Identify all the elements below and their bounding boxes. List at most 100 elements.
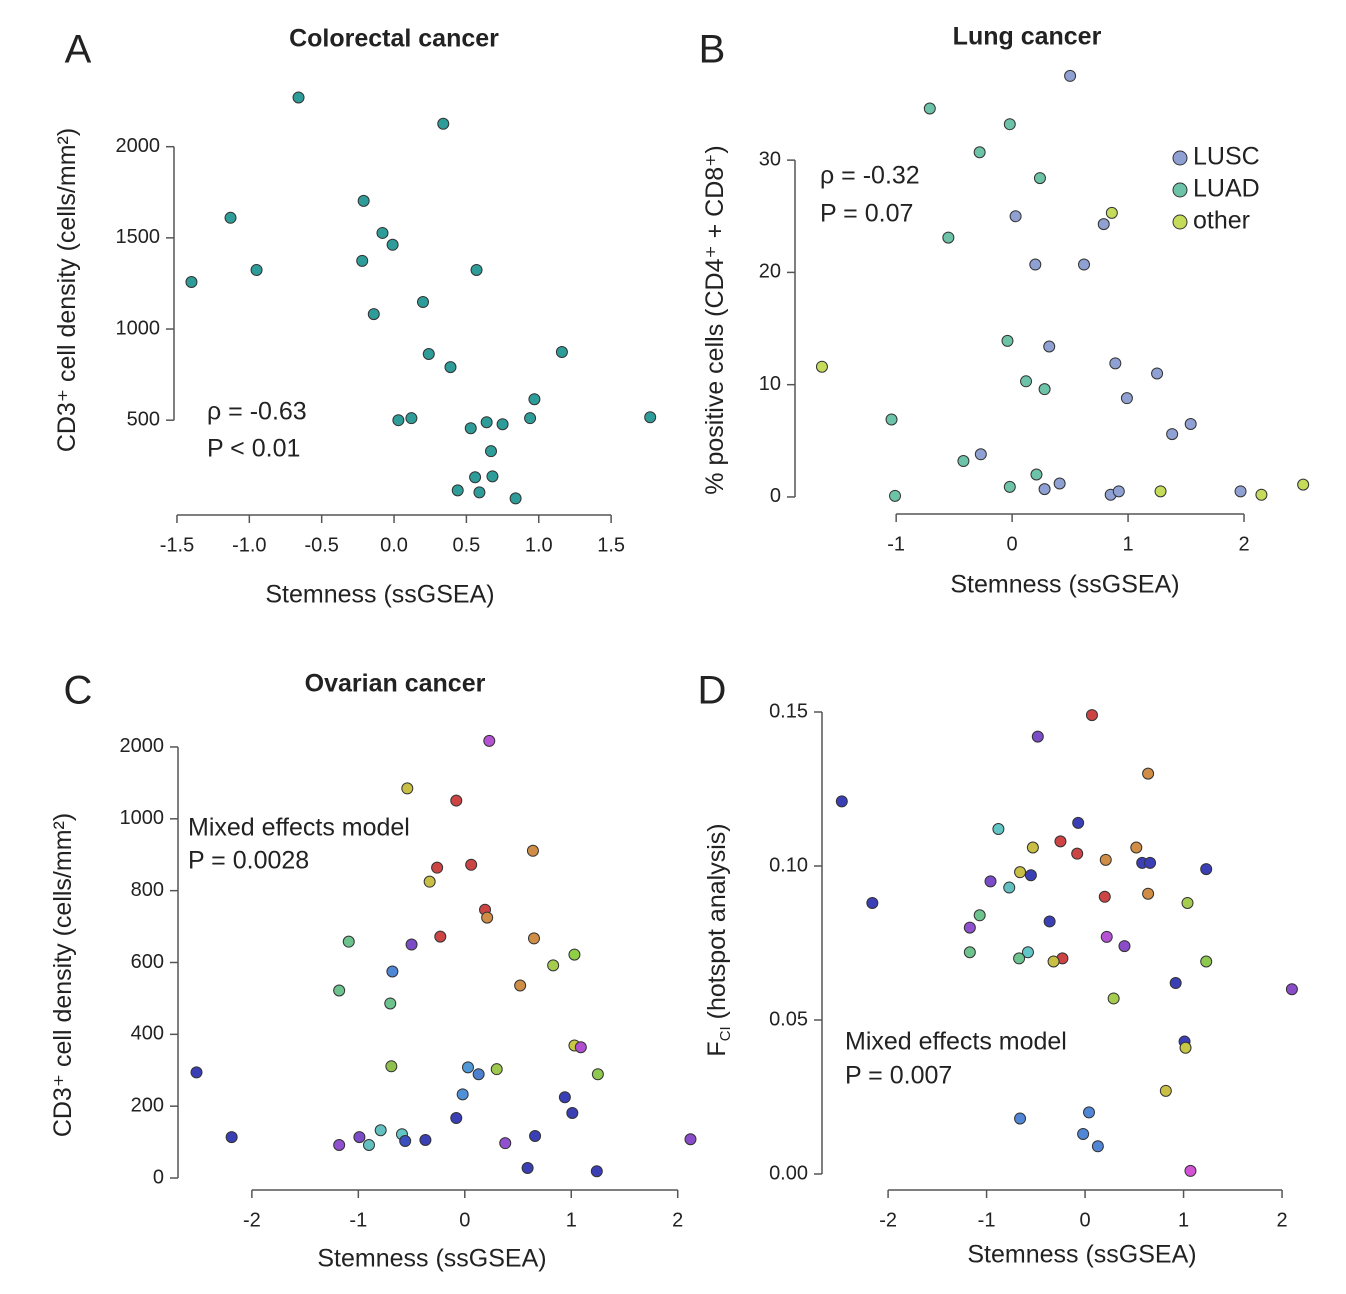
point — [333, 984, 346, 997]
point — [1118, 940, 1131, 953]
point — [963, 946, 976, 959]
point — [356, 254, 369, 267]
point — [437, 117, 450, 130]
point — [923, 102, 936, 115]
point — [464, 422, 477, 435]
point — [367, 308, 380, 321]
point — [521, 1161, 534, 1174]
annotation: Mixed effects model — [188, 814, 410, 842]
point — [963, 921, 976, 934]
y-tick-label: 30 — [759, 148, 781, 170]
point — [1038, 383, 1051, 396]
point — [885, 413, 898, 426]
point — [1100, 930, 1113, 943]
panel-letter: A — [65, 28, 92, 72]
point — [376, 226, 389, 239]
y-tick-label: 0.15 — [769, 700, 808, 722]
panel-letter: B — [699, 28, 726, 72]
y-tick-label: 20 — [759, 261, 781, 283]
point — [353, 1131, 366, 1144]
point — [450, 1112, 463, 1125]
point — [292, 91, 305, 104]
point — [1200, 955, 1213, 968]
point — [470, 263, 483, 276]
point — [1026, 841, 1039, 854]
x-tick-label: 2 — [1276, 1209, 1287, 1231]
point — [480, 416, 493, 429]
point — [1285, 983, 1298, 996]
y-axis-label-sub: CI — [717, 1026, 734, 1041]
point — [1029, 258, 1042, 271]
point — [974, 448, 987, 461]
point — [1097, 218, 1110, 231]
annotation: Mixed effects model — [845, 1028, 1067, 1056]
point — [1112, 485, 1125, 498]
annotation: P = 0.007 — [845, 1062, 952, 1090]
y-tick-label: 2000 — [120, 735, 165, 757]
point — [590, 1165, 603, 1178]
point — [1020, 375, 1033, 388]
x-tick-label: 0.5 — [452, 534, 480, 556]
point — [1130, 841, 1143, 854]
point — [558, 1091, 571, 1104]
point — [473, 486, 486, 499]
point — [386, 238, 399, 251]
y-tick-label: 0.05 — [769, 1008, 808, 1030]
point — [1031, 730, 1044, 743]
point — [496, 418, 509, 431]
annotation: P = 0.0028 — [188, 847, 309, 875]
point — [1003, 881, 1016, 894]
point — [472, 1068, 485, 1081]
point — [957, 455, 970, 468]
point — [973, 146, 986, 159]
point — [815, 360, 828, 373]
point — [469, 471, 482, 484]
legend-marker — [1172, 150, 1188, 166]
point — [591, 1068, 604, 1081]
y-tick-label: 2000 — [116, 135, 161, 157]
x-tick-label: -2 — [879, 1209, 897, 1231]
x-tick-label: 1.5 — [597, 534, 625, 556]
annotation: ρ = -0.63 — [207, 398, 307, 426]
point — [405, 938, 418, 951]
point — [1166, 428, 1179, 441]
point — [1091, 1140, 1104, 1153]
legend-label: LUAD — [1193, 175, 1260, 203]
point — [835, 795, 848, 808]
y-tick-label: 500 — [127, 408, 160, 430]
point — [362, 1138, 375, 1151]
point — [342, 935, 355, 948]
x-tick-label: 2 — [1238, 533, 1249, 555]
point — [1021, 946, 1034, 959]
point — [1072, 816, 1085, 829]
y-tick-label: 10 — [759, 373, 781, 395]
x-tick-label: 0 — [1007, 533, 1018, 555]
x-tick-label: -2 — [243, 1209, 261, 1231]
x-tick-label: -1 — [349, 1209, 367, 1231]
point — [555, 345, 568, 358]
point — [1033, 172, 1046, 185]
point — [1120, 392, 1133, 405]
point — [1003, 118, 1016, 131]
point — [1014, 1112, 1027, 1125]
point — [1099, 853, 1112, 866]
point — [224, 211, 237, 224]
point — [385, 1060, 398, 1073]
x-tick-label: 1 — [1178, 1209, 1189, 1231]
y-axis-label: CD3⁺ cell density (cells/mm²) — [49, 813, 77, 1137]
point — [456, 1088, 469, 1101]
point — [1297, 478, 1310, 491]
y-axis-label: CD3⁺ cell density (cells/mm²) — [53, 128, 81, 452]
point — [1142, 887, 1155, 900]
annotation: ρ = -0.32 — [820, 162, 920, 190]
point — [1109, 357, 1122, 370]
y-axis-label-main: F — [703, 1041, 731, 1056]
point — [684, 1133, 697, 1146]
point — [1255, 488, 1268, 501]
y-axis-label: % positive cells (CD4⁺ + CD8⁺) — [701, 145, 729, 494]
chart-title: Colorectal cancer — [289, 25, 499, 53]
x-tick-label: -1.0 — [232, 534, 266, 556]
x-tick-label: 0 — [459, 1209, 470, 1231]
point — [1142, 767, 1155, 780]
x-tick-label: 0 — [1080, 1209, 1091, 1231]
